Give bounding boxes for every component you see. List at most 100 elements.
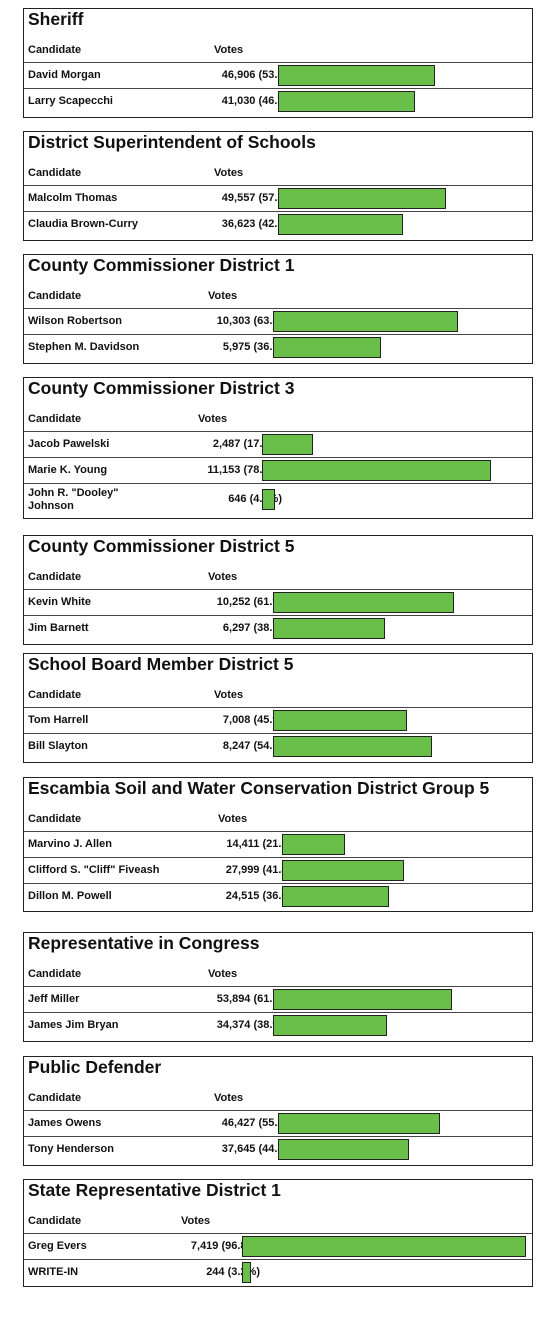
candidate-name: Wilson Robertson [28,315,123,327]
vote-share-bar [282,885,390,907]
votes-header: Votes [214,1092,244,1104]
candidate-header: Candidate [28,167,82,179]
race-box: Sheriff Candidate Votes David Morgan 46,906 … [23,8,533,118]
candidate-name: Malcolm Thomas [28,192,118,204]
vote-share-bar [273,617,385,639]
row-divider [24,483,532,484]
row-divider [24,589,532,590]
candidate-header: Candidate [28,44,82,56]
candidate-name: Larry Scapecchi [28,95,113,107]
candidate-header: Candidate [28,689,82,701]
race-title: District Superintendent of Schools [28,132,316,152]
candidate-name: Tony Henderson [28,1143,114,1155]
candidate-header: Candidate [28,1215,82,1227]
race-box: Public Defender Candidate Votes James Owens… [23,1056,533,1166]
candidate-name: Stephen M. Davidson [28,341,140,353]
candidate-header: Candidate [28,290,82,302]
vote-share-bar [273,310,459,332]
vote-share-bar [262,488,276,510]
row-divider [24,707,532,708]
row-divider [24,334,532,335]
vote-share-bar [273,735,432,757]
vote-share-bar [278,64,435,86]
candidate-name: Dillon M. Powell [28,890,112,902]
candidate-name: James Owens [28,1117,102,1129]
race-box: State Representative District 1 Candidate… [23,1179,533,1287]
row-divider [24,857,532,858]
row-divider [24,62,532,63]
candidate-name: Greg Evers [28,1240,87,1252]
vote-share-bar [282,859,405,881]
votes-header: Votes [214,44,244,56]
candidate-name: Jeff Miller [28,993,80,1005]
candidate-votes: 244 (3.2%) [206,1265,260,1278]
row-divider [24,831,532,832]
row-divider [24,1259,532,1260]
vote-share-bar [262,459,491,481]
votes-header: Votes [214,167,244,179]
votes-header: Votes [208,968,238,980]
row-divider [24,1136,532,1137]
race-box: County Commissioner District 1 Candidate V… [23,254,533,364]
candidate-header: Candidate [28,813,82,825]
candidate-header: Candidate [28,571,82,583]
race-box: School Board Member District 5 Candidate V… [23,653,533,763]
race-title: School Board Member District 5 [28,654,294,674]
candidate-header: Candidate [28,968,82,980]
row-divider [24,986,532,987]
votes-header: Votes [208,571,238,583]
race-title: Representative in Congress [28,933,260,953]
race-title: Escambia Soil and Water Conservation Dis… [28,778,490,798]
candidate-name: Jacob Pawelski [28,438,110,450]
row-divider [24,883,532,884]
vote-share-bar [273,591,455,613]
vote-share-bar [273,988,453,1010]
candidate-name: Jim Barnett [28,622,89,634]
race-title: State Representative District 1 [28,1180,281,1200]
row-divider [24,615,532,616]
row-divider [24,457,532,458]
candidate-header: Candidate [28,1092,82,1104]
row-divider [24,733,532,734]
row-divider [24,431,532,432]
race-box: Representative in Congress Candidate Votes… [23,932,533,1042]
race-title: County Commissioner District 5 [28,536,295,556]
candidate-name: John R. "Dooley" Johnson [28,487,119,512]
row-divider [24,1233,532,1234]
race-box: Escambia Soil and Water Conservation Dis… [23,777,533,912]
vote-share-bar [282,833,345,855]
row-divider [24,308,532,309]
race-box: District Superintendent of Schools Candid… [23,131,533,241]
row-divider [24,88,532,89]
race-box: County Commissioner District 5 Candidate V… [23,535,533,645]
vote-share-bar [242,1261,252,1283]
votes-header: Votes [198,413,228,425]
candidate-name: Tom Harrell [28,714,89,726]
candidate-name: Clifford S. "Cliff" Fiveash [28,864,160,876]
candidate-name: WRITE-IN [28,1266,79,1278]
vote-share-bar [278,1112,440,1134]
candidate-header: Candidate [28,413,82,425]
race-title: Sheriff [28,9,84,29]
race-title: County Commissioner District 1 [28,255,295,275]
votes-header: Votes [218,813,248,825]
vote-share-bar [278,187,447,209]
race-title: Public Defender [28,1057,162,1077]
vote-share-bar [273,1014,387,1036]
vote-share-bar [278,90,416,112]
candidate-name: Marvino J. Allen [28,838,112,850]
race-title: County Commissioner District 3 [28,378,295,398]
row-divider [24,1012,532,1013]
vote-share-bar [273,709,408,731]
vote-share-bar [278,213,403,235]
vote-share-bar [242,1235,526,1257]
vote-share-bar [262,433,313,455]
candidate-name: Marie K. Young [28,464,108,476]
candidate-name: Kevin White [28,596,91,608]
candidate-name: James Jim Bryan [28,1019,119,1031]
votes-header: Votes [208,290,238,302]
votes-header: Votes [181,1215,211,1227]
candidate-name: Bill Slayton [28,740,88,752]
row-divider [24,1110,532,1111]
candidate-name: Claudia Brown-Curry [28,218,139,230]
